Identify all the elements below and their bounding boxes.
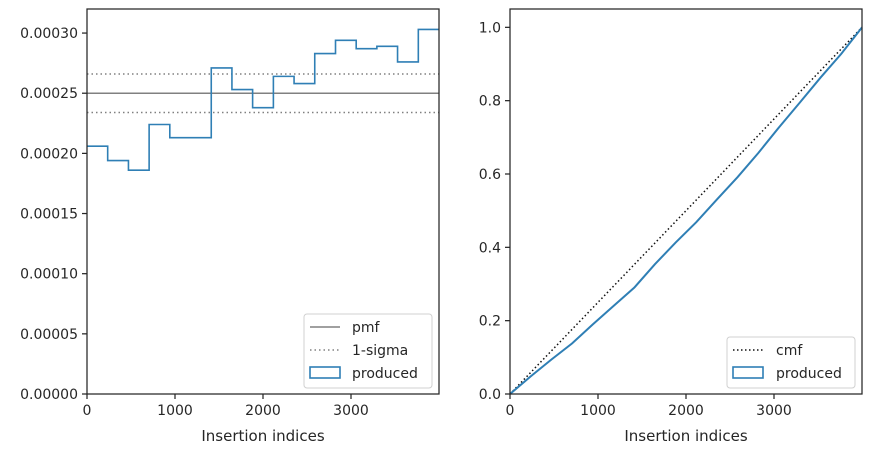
y-tick-label: 0.0 bbox=[479, 387, 501, 403]
legend-cmf-label: cmf bbox=[776, 343, 803, 359]
cmf-x-axis-label: Insertion indices bbox=[624, 427, 747, 445]
x-tick-label: 2000 bbox=[668, 403, 704, 419]
x-tick-label: 2000 bbox=[245, 403, 281, 419]
legend-produced-swatch bbox=[309, 366, 341, 379]
y-tick-label: 0.00005 bbox=[20, 327, 78, 343]
y-tick-label: 0.2 bbox=[479, 314, 501, 330]
legend-cumulative-produced-swatch bbox=[732, 366, 764, 379]
legend-cumulative-produced-label: produced bbox=[776, 366, 842, 382]
y-tick-label: 0.00000 bbox=[20, 387, 78, 403]
y-tick-label: 0.4 bbox=[479, 240, 501, 256]
legend-pmf-label: pmf bbox=[352, 320, 381, 336]
pmf-x-axis-label: Insertion indices bbox=[201, 427, 324, 445]
pmf-ticks: 0 1000 2000 3000 0.00000 0.00005 0.00010 0.0001… bbox=[20, 26, 369, 419]
cmf-ticks: 0 1000 2000 3000 0.0 0.2 0.4 0.6 0.8 1.0 bbox=[479, 20, 792, 419]
y-tick-label: 0.8 bbox=[479, 94, 501, 110]
cmf-legend-box bbox=[726, 336, 856, 389]
cmf-legend: cmf produced bbox=[726, 336, 856, 389]
cmf-panel: 0 1000 2000 3000 0.0 0.2 0.4 0.6 0.8 1.0 Insertio… bbox=[479, 8, 863, 445]
pmf-legend-box bbox=[303, 313, 433, 389]
x-tick-label: 3000 bbox=[756, 403, 792, 419]
cumulative-produced-line bbox=[509, 26, 863, 395]
produced-histogram bbox=[87, 28, 439, 172]
x-tick-label: 0 bbox=[506, 403, 515, 419]
y-tick-label: 0.00020 bbox=[20, 146, 78, 162]
y-tick-label: 1.0 bbox=[479, 20, 501, 36]
y-tick-label: 0.00015 bbox=[20, 207, 78, 223]
x-tick-label: 3000 bbox=[333, 403, 369, 419]
y-tick-label: 0.00030 bbox=[20, 26, 78, 42]
cmf-plot-marks bbox=[509, 26, 863, 395]
pmf-legend: pmf 1-sigma produced bbox=[303, 313, 433, 389]
cmf-axes-frame bbox=[509, 8, 863, 395]
y-tick-label: 0.00010 bbox=[20, 267, 78, 283]
legend-produced-label: produced bbox=[352, 366, 418, 382]
y-tick-label: 0.6 bbox=[479, 167, 501, 183]
pmf-plot-marks bbox=[87, 28, 439, 172]
x-tick-label: 0 bbox=[83, 403, 92, 419]
x-tick-label: 1000 bbox=[580, 403, 616, 419]
legend-1-sigma-label: 1-sigma bbox=[352, 343, 408, 359]
y-tick-label: 0.00025 bbox=[20, 86, 78, 102]
x-tick-label: 1000 bbox=[157, 403, 193, 419]
pmf-panel: 0 1000 2000 3000 0.00000 0.00005 0.00010 0.0001… bbox=[20, 8, 440, 445]
cmf-line bbox=[509, 26, 863, 395]
